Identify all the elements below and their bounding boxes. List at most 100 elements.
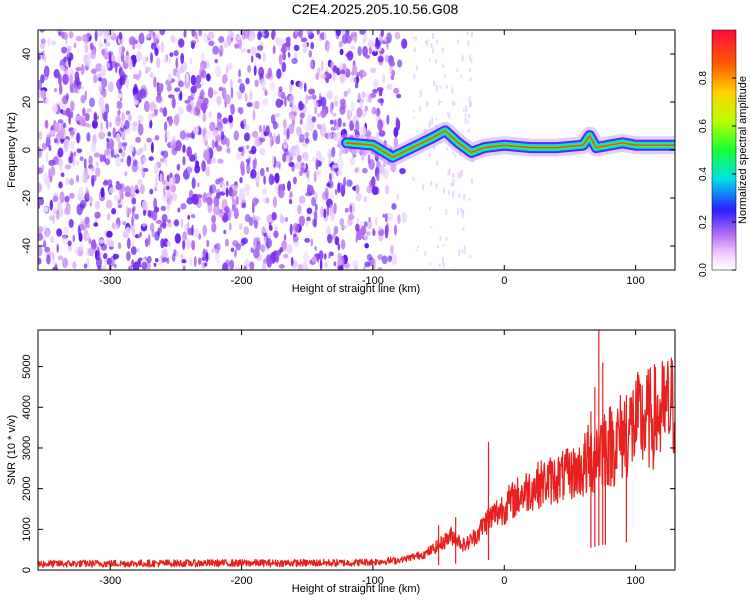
spectrogram-noise-cell xyxy=(283,253,289,259)
spectrogram-noise-cell xyxy=(82,107,86,117)
spectrogram-noise-cell xyxy=(412,36,415,39)
spectrogram-noise-cell xyxy=(176,163,181,171)
spectrogram-noise-cell xyxy=(69,178,75,186)
spectrogram-noise-cell xyxy=(48,159,56,166)
spectrogram-noise-cell xyxy=(355,192,362,202)
spectrogram-noise-cell xyxy=(38,202,41,209)
spectrogram-noise-cell xyxy=(107,131,112,137)
spectrogram-noise-cell xyxy=(180,218,184,229)
snr-x-tick-label: -100 xyxy=(362,575,384,587)
spectrogram-noise-cell xyxy=(166,84,172,92)
spectrogram-noise-cell xyxy=(95,161,99,167)
spectrogram-noise-cell xyxy=(396,193,399,200)
spectrogram-noise-cell xyxy=(327,234,333,244)
spectrogram-noise-cell xyxy=(103,253,108,260)
spectrogram-noise-cell xyxy=(182,265,186,270)
spectrogram-noise-cell xyxy=(232,240,239,247)
spectrogram-noise-cell xyxy=(231,190,235,202)
spectrogram-noise-cell xyxy=(439,85,442,89)
spectrogram-noise-cell xyxy=(315,170,322,176)
spectrogram-noise-cell xyxy=(111,208,117,215)
spectrogram-noise-cell xyxy=(264,89,268,96)
spectrogram-noise-cell xyxy=(293,233,297,238)
spectrogram-noise-cell xyxy=(303,251,309,263)
spectrogram-x-tick-label: -300 xyxy=(99,275,121,287)
spectrogram-noise-cell xyxy=(259,78,267,87)
spectrogram-noise-cell xyxy=(459,207,462,212)
spectrogram-noise-cell xyxy=(289,191,293,199)
spectrogram-noise-cell xyxy=(128,36,136,46)
spectrogram-noise-cell xyxy=(441,47,444,53)
spectrogram-noise-cell xyxy=(428,120,431,128)
spectrogram-noise-cell xyxy=(99,43,104,48)
spectrogram-noise-cell xyxy=(206,145,210,152)
spectrogram-noise-cell xyxy=(45,135,51,148)
spectrogram-noise-cell xyxy=(374,46,377,53)
spectrogram-noise-cell xyxy=(65,177,70,186)
spectrogram-noise-cell xyxy=(345,34,352,44)
spectrogram-noise-cell xyxy=(383,169,389,180)
spectrogram-noise-cell xyxy=(451,100,454,106)
spectrogram-noise-cell xyxy=(163,185,166,197)
spectrogram-noise-cell xyxy=(206,192,212,197)
spectrogram-noise-cell xyxy=(442,244,445,247)
spectrogram-noise-cell xyxy=(394,31,401,40)
spectrogram-noise-cell xyxy=(256,240,261,251)
spectrogram-noise-cell xyxy=(98,131,106,140)
spectrogram-noise-cell xyxy=(225,259,230,267)
spectrogram-noise-cell xyxy=(175,139,182,152)
spectrogram-noise-cell xyxy=(159,173,163,182)
spectrogram-noise-cell xyxy=(282,153,287,163)
spectrogram-noise-cell xyxy=(170,35,176,42)
spectrogram-noise-cell xyxy=(316,30,320,35)
spectrogram-noise-cell xyxy=(241,203,245,208)
spectrogram-noise-cell xyxy=(234,267,242,270)
spectrogram-noise-cell xyxy=(372,88,378,94)
spectrogram-noise-cell xyxy=(459,171,462,178)
spectrogram-noise-cell xyxy=(337,169,343,176)
spectrogram-noise-cell xyxy=(452,183,454,186)
spectrogram-noise-cell xyxy=(190,42,195,49)
spectrogram-noise-cell xyxy=(447,190,450,195)
spectrogram-noise-cell xyxy=(468,96,471,102)
spectrogram-noise-cell xyxy=(166,185,170,190)
spectrogram-noise-cell xyxy=(320,60,324,72)
spectrogram-noise-cell xyxy=(391,69,396,77)
spectrogram-noise-cell xyxy=(39,30,45,33)
spectrogram-noise-cell xyxy=(98,239,105,244)
spectrogram-noise-cell xyxy=(413,73,416,79)
spectrogram-noise-cell xyxy=(337,131,341,137)
spectrogram-noise-cell xyxy=(368,47,373,55)
spectrogram-noise-cell xyxy=(462,210,465,217)
spectrogram-noise-cell xyxy=(86,108,92,113)
spectrogram-noise-cell xyxy=(339,218,345,226)
spectrogram-noise-cell xyxy=(458,249,461,257)
spectrogram-noise-cell xyxy=(319,259,323,270)
spectrogram-noise-cell xyxy=(179,253,184,260)
snr-panel: -300 -200 -100 0 100 0 1000 2000 3000 4000 5000 H… xyxy=(6,329,676,595)
spectrogram-noise-cell xyxy=(312,156,316,162)
spectrogram-noise-cell xyxy=(451,151,454,154)
spectrogram-noise-cell xyxy=(245,158,250,163)
spectrogram-noise-cell xyxy=(142,56,147,67)
spectrogram-noise-cell xyxy=(323,253,327,260)
spectrogram-noise-cell xyxy=(341,34,348,45)
spectrogram-noise-cell xyxy=(262,98,269,106)
snr-y-axis-label: SNR (10 * v/v) xyxy=(6,415,18,485)
spectrogram-noise-cell xyxy=(205,197,211,202)
spectrogram-noise-cell xyxy=(377,254,384,260)
spectrogram-noise-cell xyxy=(461,249,464,253)
spectrogram-noise-cell xyxy=(245,77,250,85)
spectrogram-noise-cell xyxy=(147,255,152,264)
spectrogram-noise-cell xyxy=(249,46,257,55)
spectrogram-noise-cell xyxy=(115,148,119,158)
spectrogram-noise-cell xyxy=(38,182,43,193)
spectrogram-noise-cell xyxy=(182,231,188,242)
spectrogram-noise-cell xyxy=(200,52,205,63)
spectrogram-noise-cell xyxy=(190,213,196,219)
spectrogram-noise-cell xyxy=(354,82,359,89)
figure-title: C2E4.2025.205.10.56.G08 xyxy=(291,1,459,17)
spectrogram-noise-cell xyxy=(456,39,459,44)
spectrogram-noise-cell xyxy=(186,133,192,138)
